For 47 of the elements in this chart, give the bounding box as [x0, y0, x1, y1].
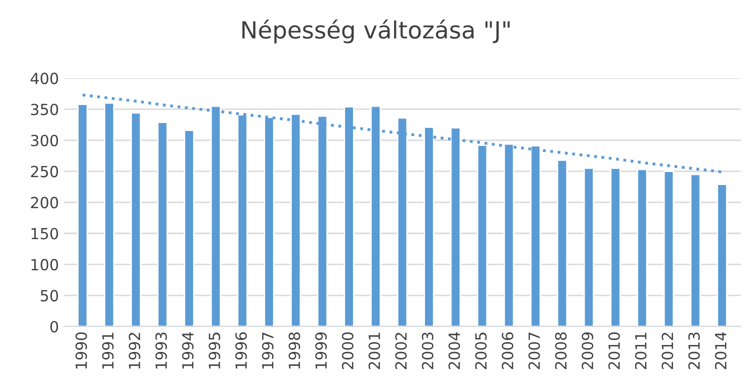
x-tick-label: 1998 [288, 332, 300, 369]
x-tick-label: 2008 [555, 332, 567, 370]
y-tick-label: 400 [30, 72, 58, 84]
bar [556, 159, 568, 326]
x-tick-label: 2000 [342, 332, 354, 370]
x-tick-label: 2011 [635, 332, 647, 370]
x-tick-label: 1997 [262, 332, 274, 369]
y-tick-label: 0 [50, 320, 58, 333]
y-tick-label: 250 [31, 166, 58, 178]
x-tick-label: 2003 [422, 332, 434, 370]
bar [77, 104, 88, 326]
y-tick-label: 50 [40, 290, 58, 302]
bar [690, 174, 701, 326]
bar [130, 112, 142, 326]
y-tick-label: 150 [32, 228, 58, 240]
x-tick-label: 1995 [208, 332, 220, 369]
bar [636, 168, 648, 326]
x-tick-label: 2009 [582, 332, 594, 370]
x-tick-label: 2006 [502, 332, 514, 370]
x-tick-label: 1990 [75, 332, 88, 369]
x-tick-label: 2004 [448, 332, 460, 370]
x-tick-label: 2014 [714, 332, 726, 370]
x-tick-label: 2002 [395, 332, 407, 370]
x-tick-label: 2007 [528, 332, 540, 370]
y-tick-label: 200 [31, 196, 58, 208]
chart-title: Népesség változása "J" [242, 20, 510, 44]
bar [663, 170, 674, 326]
bar [716, 184, 728, 326]
x-tick-label: 1993 [155, 332, 167, 369]
x-tick-label: 1996 [235, 332, 247, 369]
x-tick-label: 2012 [662, 332, 674, 370]
x-tick-label: 1992 [128, 332, 140, 369]
y-tick-label: 100 [32, 258, 58, 270]
bar [157, 122, 168, 326]
x-tick-label: 1994 [182, 332, 194, 369]
x-tick-label: 2010 [608, 332, 620, 370]
bar [184, 130, 195, 326]
x-tick-label: 1999 [315, 332, 327, 369]
bar [104, 102, 115, 326]
x-tick-label: 1991 [102, 332, 114, 369]
x-tick-label: 2013 [688, 332, 700, 370]
y-tick-label: 300 [31, 134, 58, 146]
x-tick-label: 2001 [368, 332, 380, 370]
bar [610, 168, 621, 326]
y-tick-label: 350 [31, 104, 58, 116]
x-tick-label: 2005 [475, 332, 487, 370]
bar [583, 168, 594, 326]
